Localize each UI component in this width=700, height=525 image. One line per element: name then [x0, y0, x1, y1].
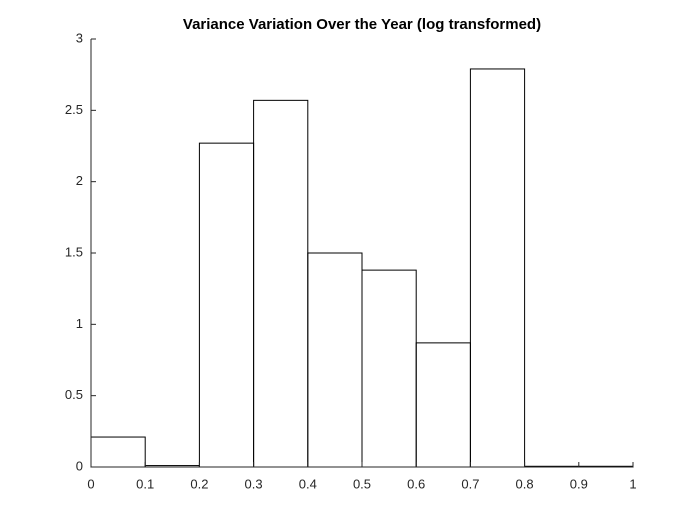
x-tick-label: 0.8: [516, 476, 534, 491]
y-tick-label: 2: [76, 173, 83, 188]
histogram-bar: [415, 342, 471, 468]
chart-title: Variance Variation Over the Year (log tr…: [183, 16, 541, 33]
histogram-bar: [361, 269, 417, 468]
y-tick-label: 2.5: [65, 102, 83, 117]
histogram-bar: [307, 252, 363, 468]
x-tick-label: 0.4: [299, 476, 317, 491]
x-tick-label: 0.2: [190, 476, 208, 491]
x-tick-label: 0.1: [136, 476, 154, 491]
y-tick-label: 3: [76, 30, 83, 45]
y-tick-label: 1: [76, 316, 83, 331]
x-tick-label: 0.9: [570, 476, 588, 491]
x-tick-label: 0: [87, 476, 94, 491]
histogram-bar: [90, 436, 146, 468]
y-tick-label: 0: [76, 458, 83, 473]
x-tick-label: 0.3: [245, 476, 263, 491]
histogram-bar: [469, 68, 526, 468]
y-tick-label: 1.5: [65, 244, 83, 259]
histogram-bar: [198, 142, 255, 468]
y-tick-label: 0.5: [65, 387, 83, 402]
x-tick-label: 1: [629, 476, 636, 491]
x-tick-label: 0.5: [353, 476, 371, 491]
x-tick-label: 0.6: [407, 476, 425, 491]
histogram-bar: [253, 99, 309, 468]
x-tick-label: 0.7: [461, 476, 479, 491]
